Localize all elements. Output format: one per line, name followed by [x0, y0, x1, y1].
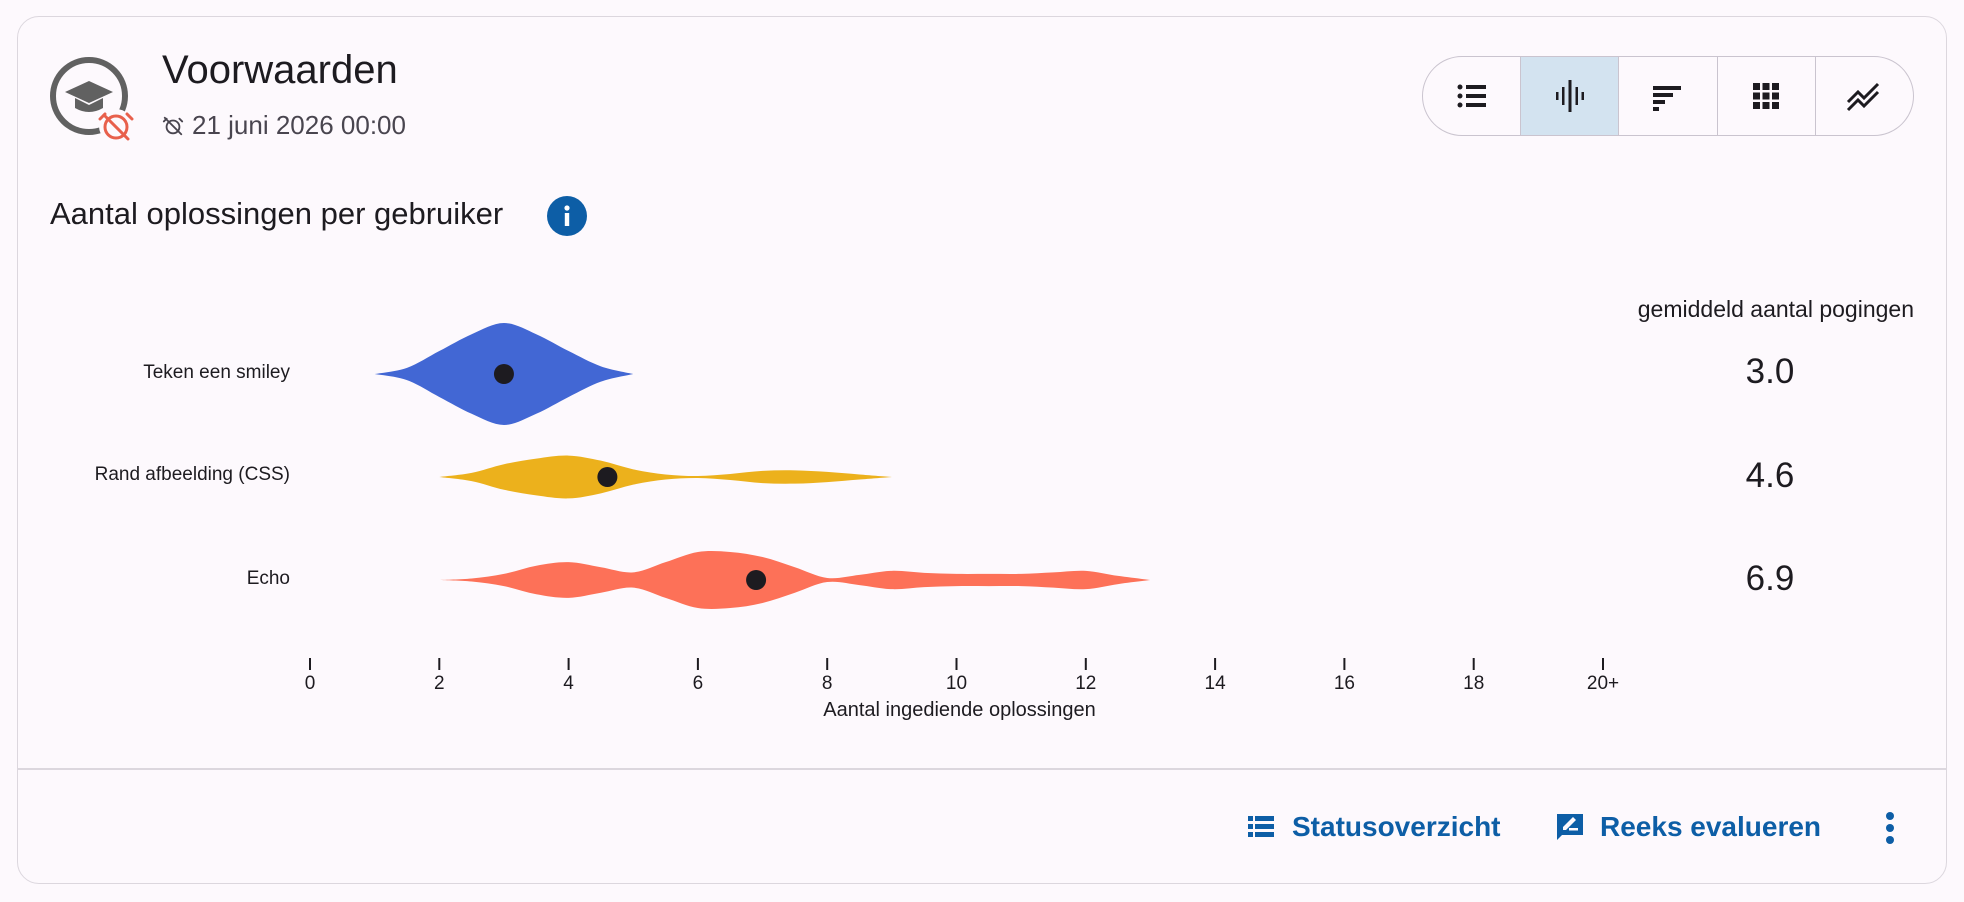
- violin-view-button[interactable]: [1521, 57, 1620, 135]
- more-options-button[interactable]: [1872, 806, 1908, 850]
- average-value-echo: 6.9: [1745, 559, 1795, 598]
- view-toggle-group: [1422, 56, 1914, 136]
- trend-lines-icon: [1847, 82, 1880, 112]
- graduation-cap-alarm-off-icon: [49, 56, 135, 143]
- stacked-bar-view-button[interactable]: [1619, 57, 1718, 135]
- timeseries-view-button[interactable]: [1816, 57, 1913, 135]
- row-label-echo: Echo: [246, 568, 290, 589]
- footer-divider: [18, 768, 1946, 770]
- violin-icon: [1555, 80, 1584, 112]
- rate-review-icon: [1557, 814, 1583, 840]
- row-label-rand-afbeelding: Rand afbeelding (CSS): [94, 464, 290, 485]
- deadline: 21 juni 2026 00:00: [162, 110, 406, 141]
- status-overview-button[interactable]: Statusoverzicht: [1246, 805, 1501, 849]
- average-value-teken-een-smiley: 3.0: [1745, 352, 1795, 391]
- list-icon: [1457, 84, 1486, 108]
- list-view-button[interactable]: [1423, 57, 1522, 135]
- chart-title: Aantal oplossingen per gebruiker: [50, 196, 504, 231]
- grid-icon: [1753, 83, 1780, 109]
- status-overview-label: Statusoverzicht: [1292, 811, 1501, 842]
- list-alt-icon: [1248, 816, 1274, 837]
- more-vert-icon: [1886, 812, 1894, 844]
- average-attempts-header: gemiddeld aantal pogingen: [1637, 296, 1914, 322]
- row-label-teken-een-smiley: Teken een smiley: [143, 362, 290, 383]
- evaluate-series-label: Reeks evalueren: [1600, 811, 1822, 842]
- page-title: Voorwaarden: [162, 48, 398, 92]
- stacked-bars-icon: [1653, 86, 1681, 111]
- evaluate-series-button[interactable]: Reeks evalueren: [1554, 805, 1821, 849]
- deadline-text: 21 juni 2026 00:00: [192, 110, 406, 140]
- info-icon[interactable]: [547, 196, 587, 236]
- alarm-off-icon: [162, 116, 184, 135]
- average-value-rand-afbeelding: 4.6: [1745, 456, 1795, 495]
- exercise-series-card: [17, 16, 1947, 884]
- heatmap-view-button[interactable]: [1718, 57, 1816, 135]
